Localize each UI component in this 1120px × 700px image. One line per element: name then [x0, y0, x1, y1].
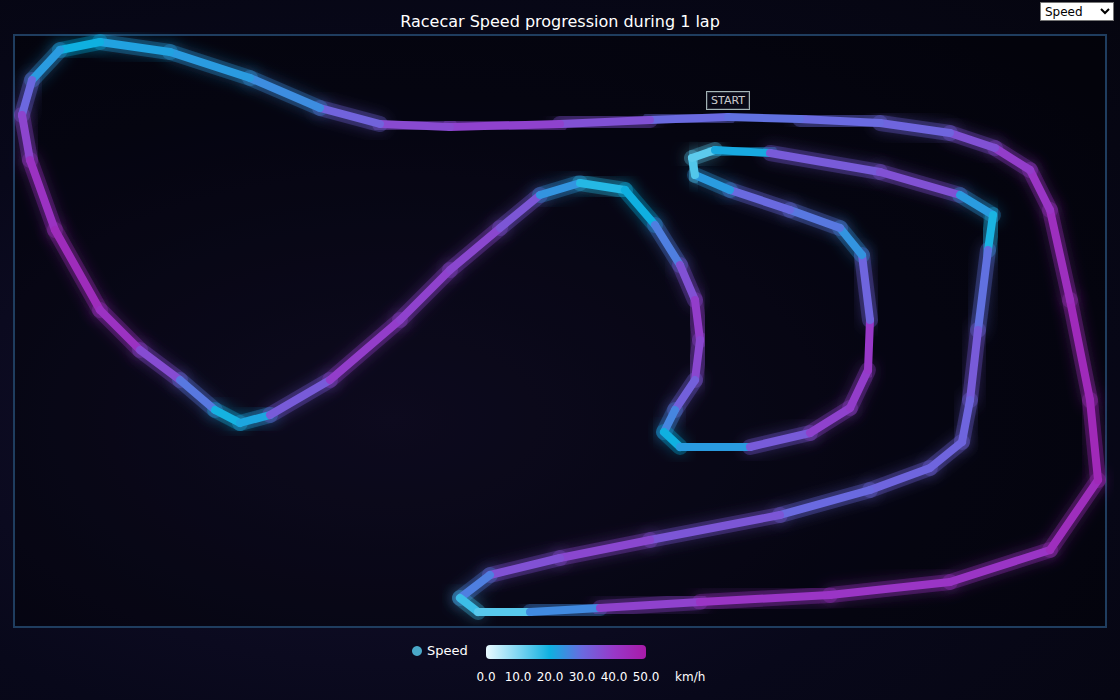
svg-text:Racecar Speed progression duri: Racecar Speed progression during 1 lap — [400, 12, 720, 31]
svg-text:km/h: km/h — [675, 670, 705, 684]
svg-text:0.0: 0.0 — [476, 670, 495, 684]
svg-text:50.0: 50.0 — [633, 670, 660, 684]
svg-text:10.0: 10.0 — [505, 670, 532, 684]
svg-text:START: START — [711, 94, 745, 107]
svg-text:Speed: Speed — [427, 643, 468, 658]
svg-text:20.0: 20.0 — [537, 670, 564, 684]
svg-text:30.0: 30.0 — [569, 670, 596, 684]
svg-text:40.0: 40.0 — [601, 670, 628, 684]
